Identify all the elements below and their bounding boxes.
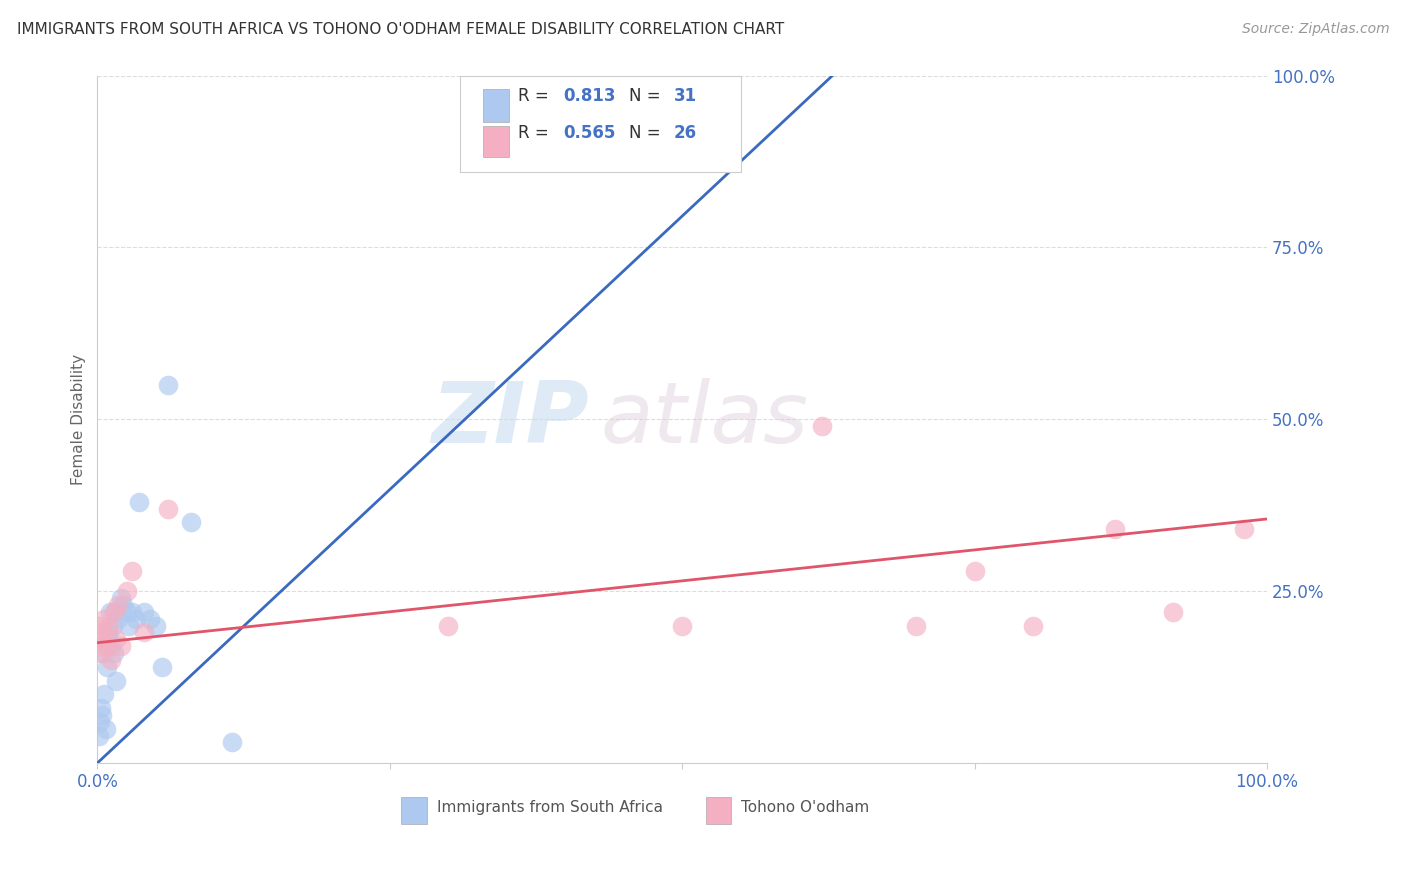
Point [112,598,135,612]
Point [89,618,111,632]
Point [905,618,928,632]
Point [221,735,243,749]
Point [110,639,132,653]
Point [93,687,115,701]
FancyBboxPatch shape [460,76,741,172]
Point [156,378,179,392]
Point [121,564,143,578]
Point [125,612,148,626]
Text: N =: N = [630,124,666,142]
Text: N =: N = [630,87,666,105]
Text: Immigrants from South Africa: Immigrants from South Africa [436,800,662,815]
Point [93,612,115,626]
Point [103,605,125,619]
Point [1232,522,1254,536]
Point [671,618,693,632]
Text: Source: ZipAtlas.com: Source: ZipAtlas.com [1241,22,1389,37]
Point [145,618,167,632]
Text: Tohono O'odham: Tohono O'odham [741,800,869,815]
Point [103,646,125,660]
Text: 26: 26 [673,124,697,142]
Point [437,618,460,632]
FancyBboxPatch shape [402,797,427,823]
Point [121,605,143,619]
Point [110,591,132,605]
Point [94,722,117,736]
Point [97,625,120,640]
Point [811,419,834,434]
Point [98,632,121,647]
Text: R =: R = [519,124,554,142]
Point [139,612,162,626]
Point [89,714,111,729]
Point [150,660,173,674]
Point [91,625,114,640]
Point [180,516,202,530]
Point [156,501,179,516]
Point [98,618,121,632]
Point [134,625,156,640]
Point [91,646,114,660]
Point [134,605,156,619]
Point [1104,522,1126,536]
Point [90,701,112,715]
FancyBboxPatch shape [484,127,509,157]
Point [105,673,128,688]
Point [101,618,124,632]
Text: 0.565: 0.565 [562,124,616,142]
Point [96,660,118,674]
Text: IMMIGRANTS FROM SOUTH AFRICA VS TOHONO O'ODHAM FEMALE DISABILITY CORRELATION CHA: IMMIGRANTS FROM SOUTH AFRICA VS TOHONO O… [17,22,785,37]
Point [107,612,129,626]
Point [128,495,150,509]
Point [100,639,122,653]
Point [91,639,114,653]
Text: atlas: atlas [600,378,808,461]
Point [100,653,122,667]
Point [87,729,110,743]
Point [98,605,121,619]
Point [105,632,128,647]
Point [104,605,127,619]
Text: ZIP: ZIP [430,378,589,461]
Point [1022,618,1045,632]
Text: 0.813: 0.813 [562,87,616,105]
Y-axis label: Female Disability: Female Disability [72,354,86,485]
FancyBboxPatch shape [706,797,731,823]
Text: R =: R = [519,87,554,105]
Point [963,564,986,578]
Point [91,707,114,722]
FancyBboxPatch shape [484,88,509,121]
Point [1163,605,1185,619]
Point [115,605,138,619]
Point [90,646,112,660]
Point [115,584,138,599]
Point [118,618,141,632]
Point [87,632,110,647]
Point [96,639,118,653]
Point [107,598,129,612]
Text: 31: 31 [673,87,697,105]
